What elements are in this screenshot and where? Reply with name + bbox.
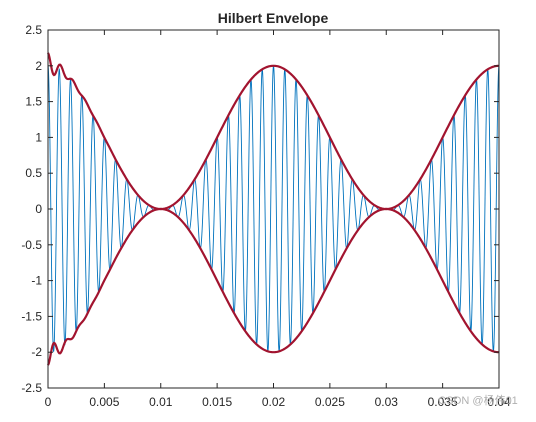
y-tick-label: 0	[35, 202, 42, 216]
chart-title: Hilbert Envelope	[218, 10, 329, 26]
upper-envelope-line	[47, 52, 500, 211]
x-tick-label: 0.03	[375, 395, 399, 409]
y-tick-label: 1	[35, 130, 42, 144]
x-tick-label: 0.04	[487, 395, 511, 409]
watermark: CSDN @杨伟01	[438, 393, 518, 407]
axes	[48, 30, 499, 388]
series-group	[47, 52, 500, 366]
ticks: 0 0.005 0.01 0.015 0.02 0.025 0.03 0.035 0.04 -2.…	[21, 23, 511, 409]
y-tick-label: -1.5	[21, 309, 42, 323]
x-tick-label: 0.025	[315, 395, 345, 409]
y-tick-label: 0.5	[25, 166, 42, 180]
axes-box	[47, 29, 500, 389]
y-tick-label: -2	[31, 345, 42, 359]
lower-envelope-line	[47, 207, 500, 366]
x-tick-label: 0.035	[428, 395, 458, 409]
x-tick-label: 0.015	[202, 395, 232, 409]
x-tick-label: 0	[45, 395, 52, 409]
y-tick-label: 2.5	[25, 23, 42, 37]
y-tick-label: -1	[31, 274, 42, 288]
y-tick-label: -0.5	[21, 238, 42, 252]
y-tick-label: 1.5	[25, 95, 42, 109]
x-tick-label: 0.02	[262, 395, 286, 409]
x-tick-label: 0.01	[149, 395, 173, 409]
y-tick-label: 2	[35, 59, 42, 73]
plot-area	[48, 30, 499, 388]
y-tick-label: -2.5	[21, 381, 42, 395]
x-tick-label: 0.005	[89, 395, 119, 409]
